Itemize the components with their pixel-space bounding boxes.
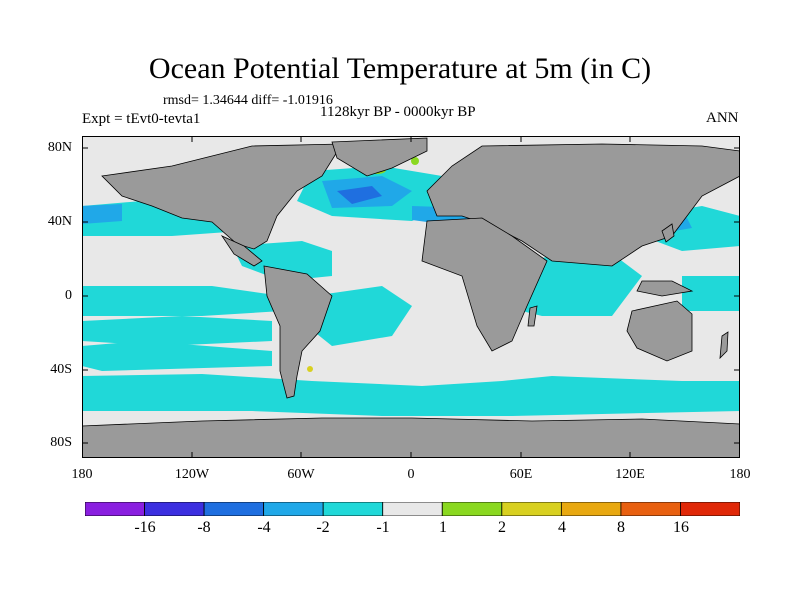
y-tick-label-40s: 40S — [50, 362, 72, 377]
y-tick-label-80s: 80S — [50, 435, 72, 450]
colorbar-swatch-9 — [620, 502, 681, 516]
colorbar-label-0: -16 — [134, 519, 156, 536]
colorbar-swatch-10 — [680, 502, 740, 516]
colorbar-label-5: 1 — [439, 519, 447, 536]
colorbar-swatch-5 — [382, 502, 443, 516]
x-tick-label-180w: 180 — [71, 467, 93, 482]
y-tick-label-40n: 40N — [47, 214, 72, 229]
season-label: ANN — [706, 110, 739, 126]
colorbar-label-1: -8 — [197, 519, 211, 536]
north-america — [101, 143, 343, 250]
colorbar-swatch-3 — [263, 502, 324, 516]
y-tick-label-80n: 80N — [47, 140, 72, 155]
colorbar-label-2: -4 — [257, 519, 271, 536]
colorbar — [85, 502, 740, 516]
greenland — [331, 137, 428, 177]
south-america — [263, 265, 333, 399]
australia — [626, 300, 693, 362]
colorbar-label-9: 16 — [673, 519, 689, 536]
colorbar-label-7: 4 — [558, 519, 566, 536]
world-map — [82, 136, 740, 458]
colorbar-label-3: -2 — [316, 519, 330, 536]
antarctica — [82, 417, 740, 458]
colorbar-label-4: -1 — [376, 519, 390, 536]
anomaly-cyan-regions — [82, 166, 740, 416]
madagascar — [527, 305, 538, 327]
land-masses — [82, 137, 740, 458]
new-zealand — [719, 331, 729, 360]
africa — [421, 217, 548, 352]
chart-title: Ocean Potential Temperature at 5m (in C) — [148, 52, 652, 85]
japan — [661, 223, 675, 243]
x-tick-label-60w: 60W — [287, 467, 315, 482]
colorbar-swatch-4 — [322, 502, 384, 516]
experiment-label: Expt = tEvt0-tevta1 — [82, 111, 201, 127]
colorbar-swatch-1 — [144, 502, 205, 516]
x-tick-label-120w: 120W — [174, 467, 210, 482]
x-tick-label-120e: 120E — [615, 467, 645, 482]
colorbar-swatch-0 — [85, 502, 145, 516]
central-america — [220, 235, 263, 267]
indonesia — [636, 280, 694, 297]
colorbar-label-8: 8 — [617, 519, 625, 536]
colorbar-swatch-7 — [501, 502, 562, 516]
period-label: 1128kyr BP - 0000kyr BP — [320, 104, 476, 120]
colorbar-swatch-8 — [560, 502, 622, 516]
colorbar-swatch-6 — [441, 502, 503, 516]
x-tick-label-0: 0 — [407, 467, 415, 482]
stats-label: rmsd= 1.34644 diff= -1.01916 — [163, 93, 333, 108]
colorbar-swatch-2 — [203, 502, 265, 516]
x-tick-label-180e: 180 — [729, 467, 751, 482]
x-tick-label-60e: 60E — [509, 467, 533, 482]
colorbar-label-6: 2 — [498, 519, 506, 536]
y-tick-label-eq: 0 — [65, 288, 72, 303]
axis-ticks — [82, 136, 740, 458]
